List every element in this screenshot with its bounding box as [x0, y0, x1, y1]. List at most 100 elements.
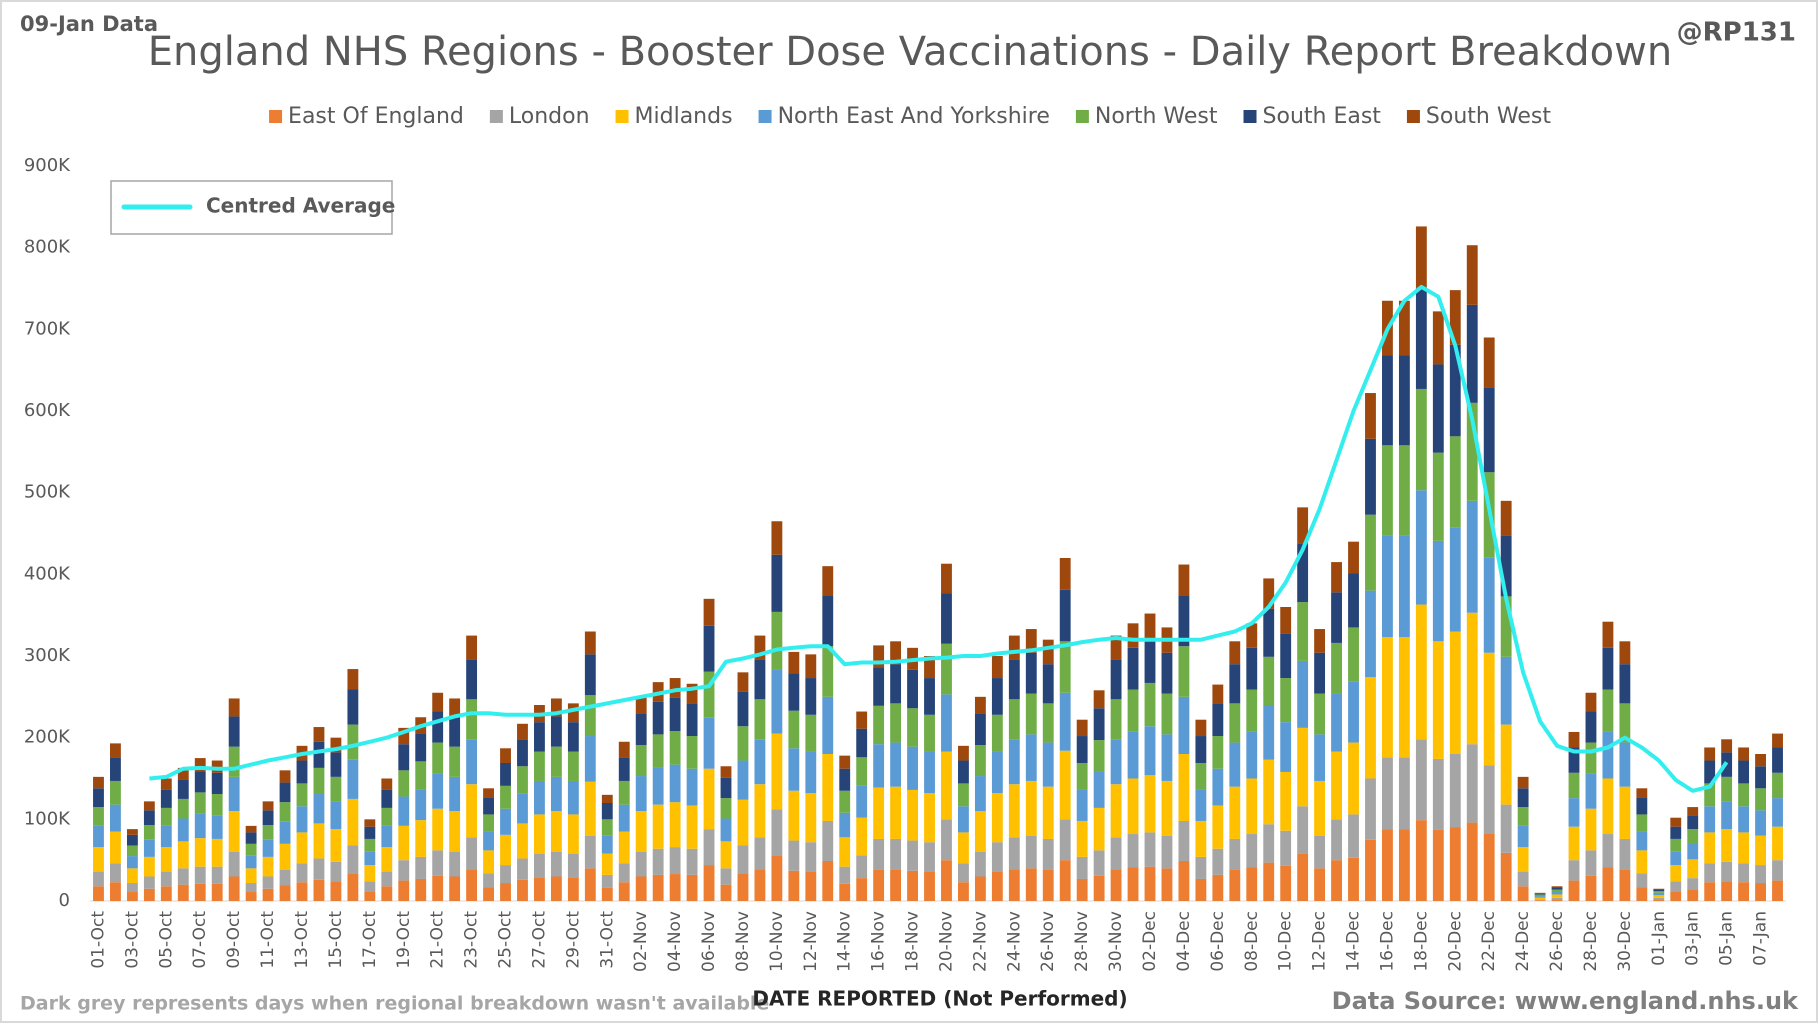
bar-segment [618, 863, 630, 883]
x-tick-label: 23-Oct [462, 911, 482, 969]
bar-segment [703, 671, 715, 718]
bar-segment [1619, 786, 1631, 839]
bar-segment [1704, 806, 1716, 833]
bar-segment [245, 825, 257, 833]
bar-segment [686, 683, 698, 704]
bar-segment [1042, 639, 1054, 665]
bar-segment [1398, 355, 1410, 446]
bar-segment [873, 787, 885, 839]
bar-segment [1144, 866, 1156, 901]
bar-segment [550, 811, 562, 852]
bar-segment [822, 595, 834, 647]
bar-segment [500, 865, 511, 884]
bar-segment [567, 853, 579, 878]
bar-segment [1246, 778, 1258, 835]
bar-segment [1721, 801, 1733, 830]
bar-segment [228, 811, 240, 852]
bar-segment [126, 834, 138, 846]
bar-segment [1585, 850, 1597, 876]
bar-segment [483, 788, 494, 798]
x-tick-label: 01-Oct [88, 911, 108, 969]
bar-segment [262, 825, 274, 840]
bar-segment [1500, 804, 1512, 853]
bar-segment [1212, 736, 1224, 769]
bar-segment [1195, 736, 1207, 763]
bar-segment [296, 832, 308, 864]
bar-segment [1365, 393, 1376, 439]
bar-segment [143, 856, 155, 877]
bar-segment [618, 831, 630, 864]
bar-segment [160, 847, 172, 872]
bar-segment [1500, 596, 1512, 657]
x-tick-label: 16-Dec [1377, 911, 1397, 972]
bar-segment [364, 881, 376, 892]
bar-segment [313, 858, 325, 880]
bar-segment [415, 761, 427, 790]
bar-segment [483, 797, 494, 815]
bar-segment [1144, 775, 1156, 833]
bar-segment [126, 883, 138, 893]
bar-segment [669, 764, 681, 803]
source: Data Source: www.england.nhs.uk [1332, 987, 1799, 1015]
bar-segment [1619, 641, 1631, 665]
bar-segment [550, 852, 562, 877]
bar-segment [890, 786, 902, 839]
bar-segment [1297, 806, 1309, 854]
bar-segment [398, 860, 410, 881]
bar-segment [1314, 780, 1326, 836]
bar-segment [737, 691, 749, 727]
bar-segment [381, 825, 393, 848]
bar-segment [364, 819, 376, 827]
bar-segment [720, 884, 732, 901]
bar-segment [93, 807, 104, 826]
x-tick-label: 08-Dec [1242, 911, 1262, 972]
bar-segment [958, 832, 969, 864]
bar-segment [1704, 832, 1716, 864]
bar-segment [177, 779, 189, 799]
bar-segment [364, 865, 376, 882]
bar-segment [1636, 850, 1648, 874]
bar-segment [1331, 860, 1342, 901]
bar-segment [890, 869, 902, 901]
bar-segment [1059, 860, 1071, 901]
bar-segment [500, 834, 511, 866]
bar-segment [805, 793, 817, 843]
x-tick-label: 04-Dec [1174, 911, 1194, 972]
bar-segment [1415, 388, 1427, 491]
bar-segment [1246, 647, 1258, 690]
bar-segment [991, 793, 1003, 843]
bar-segment [1568, 772, 1580, 799]
bar-segment [1517, 847, 1529, 872]
bar-segment [1314, 734, 1326, 781]
bar-segment [1161, 780, 1173, 836]
bar-segment [686, 768, 698, 806]
bar-segment [1042, 838, 1054, 870]
bar-segment [1449, 754, 1461, 828]
bar-segment [958, 745, 969, 761]
x-tick-label: 08-Nov [733, 911, 753, 972]
y-tick-label: 0 [59, 890, 70, 911]
bar-segment [907, 870, 918, 901]
bar-segment [1008, 739, 1020, 785]
bar-segment [1059, 589, 1071, 642]
y-tick-label: 800K [24, 237, 71, 258]
bar-segment [1432, 364, 1444, 453]
bar-segment [194, 883, 206, 901]
bar-segment [1246, 623, 1258, 648]
bar-segment [1534, 899, 1546, 901]
bar-segment [93, 788, 104, 808]
bar-segment [1195, 878, 1207, 901]
bar-segment [1314, 868, 1326, 901]
bar-segment [1127, 867, 1139, 901]
chart-title: England NHS Regions - Booster Dose Vacci… [148, 29, 1672, 75]
bar-segment [1212, 874, 1224, 901]
bar-segment [1365, 514, 1376, 591]
legend-label: London [509, 104, 590, 129]
bar-segment [1008, 869, 1020, 901]
x-axis-title: DATE REPORTED (Not Performed) [752, 987, 1127, 1011]
bar-segment [1687, 889, 1699, 901]
x-tick-label: 30-Nov [1106, 911, 1126, 972]
bar-segment [1348, 814, 1359, 858]
x-tick-label: 02-Dec [1140, 911, 1160, 972]
x-tick-label: 18-Nov [903, 911, 923, 972]
